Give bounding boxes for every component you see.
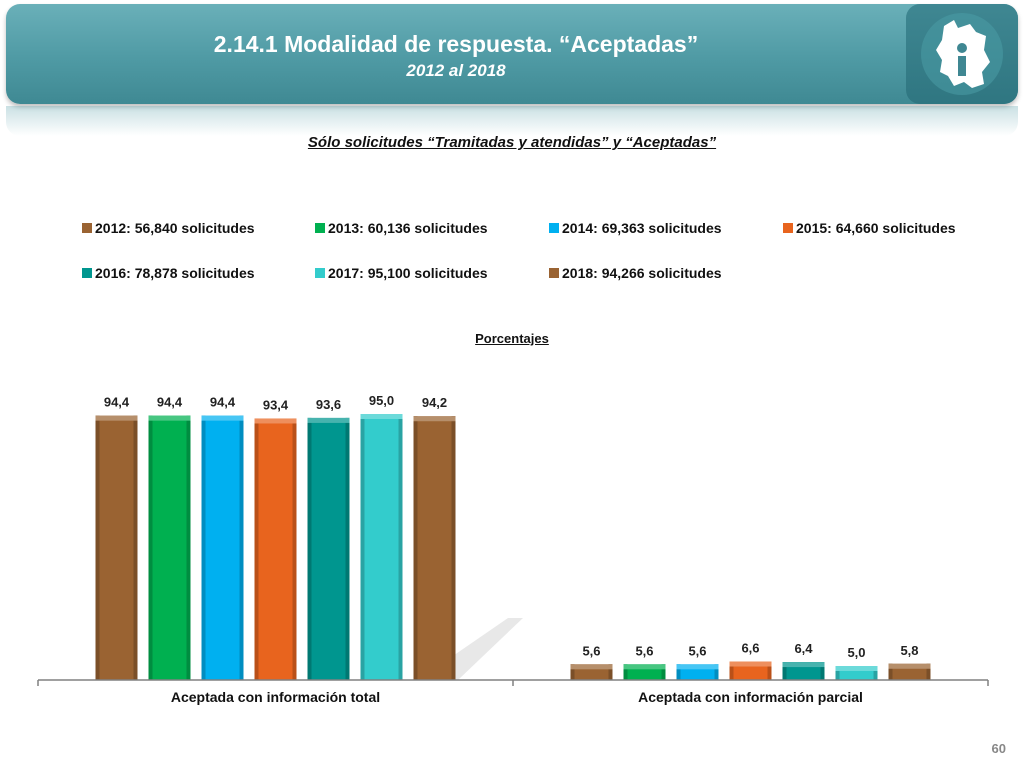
legend-item: 2012: 56,840 solicitudes [82,220,255,238]
bar-top [95,415,138,421]
legend-label: 2018: 94,266 solicitudes [562,265,722,281]
bar-edge-left [95,415,100,680]
bar-top [729,661,772,667]
bar-edge-left [835,666,840,680]
data-label: 5,6 [688,643,706,658]
data-label: 94,4 [210,395,236,410]
bar [95,415,138,680]
header-reflection [6,106,1018,136]
bar-top [201,415,244,421]
bar-edge-left [254,418,259,680]
legend-item: 2017: 95,100 solicitudes [315,265,488,283]
page-title: 2.14.1 Modalidad de respuesta. “Aceptada… [213,31,699,57]
legend-label: 2017: 95,100 solicitudes [328,265,488,281]
legend-item: 2014: 69,363 solicitudes [549,220,722,238]
bar-top [835,666,878,671]
bar-edge-right [767,661,772,680]
legend-swatch [549,223,559,234]
data-label: 94,4 [104,395,130,410]
bar [148,415,191,680]
bar-top [360,414,403,419]
bar-edge-right [398,414,403,680]
bar-edge-left [148,415,153,680]
bar-edge-right [608,664,613,680]
header-banner [6,4,1018,104]
bar-edge-left [201,415,206,680]
bar-top [413,416,456,422]
bar [307,417,350,680]
page-subtitle: 2012 al 2018 [406,61,506,80]
data-label: 5,0 [847,645,865,660]
bar [201,415,244,680]
bar-edge-right [186,415,191,680]
bar-top [570,664,613,670]
section-title: Sólo solicitudes “Tramitadas y atendidas… [307,134,717,151]
chart-title: Porcentajes [475,331,549,346]
bar-edge-right [661,664,666,680]
bar-top [676,664,719,670]
bar-edge-left [307,417,312,680]
logo [906,4,1018,104]
page-number: 60 [991,741,1006,756]
bar [413,416,456,680]
legend-item: 2015: 64,660 solicitudes [783,220,956,238]
bar-top [623,664,666,670]
bar-top [254,418,297,424]
bar-edge-right [239,415,244,680]
legend-swatch [549,268,559,279]
legend-swatch [315,268,325,279]
bar-edge-left [782,662,787,680]
bar-edge-right [345,417,350,680]
legend-label: 2014: 69,363 solicitudes [562,220,722,236]
legend-item: 2013: 60,136 solicitudes [315,220,488,238]
legend-label: 2013: 60,136 solicitudes [328,220,488,236]
bar-edge-left [623,664,628,680]
bar-edge-left [888,663,893,680]
cdmx-map-info-icon [921,13,1003,95]
legend-swatch [82,223,92,234]
bar-edge-right [926,663,931,680]
bar-edge-right [873,666,878,680]
category-label: Aceptada con información parcial [638,689,863,705]
bar [360,414,403,680]
bar-edge-left [676,664,681,680]
data-label: 6,6 [741,641,759,656]
bar-edge-left [413,416,418,680]
bar-edge-right [820,662,825,680]
data-label: 94,4 [157,395,183,410]
bar-top [888,663,931,669]
data-label: 93,6 [316,397,341,412]
bar-top [148,415,191,421]
bar-edge-right [714,664,719,680]
bar-edge-left [570,664,575,680]
data-label: 6,4 [794,641,813,656]
data-label: 5,6 [582,643,600,658]
bar-edge-right [133,415,138,680]
legend-label: 2016: 78,878 solicitudes [95,265,255,281]
legend-swatch [783,223,793,234]
bar-edge-right [451,416,456,680]
legend-item: 2016: 78,878 solicitudes [82,265,255,283]
data-label: 94,2 [422,395,447,410]
legend-item: 2018: 94,266 solicitudes [549,265,722,283]
bar [254,418,297,680]
legend-swatch [315,223,325,234]
data-label: 5,6 [635,643,653,658]
data-label: 95,0 [369,393,394,408]
legend-label: 2012: 56,840 solicitudes [95,220,255,236]
category-label: Aceptada con información total [171,689,380,705]
legend-label: 2015: 64,660 solicitudes [796,220,956,236]
data-label: 5,8 [900,643,918,658]
legend-swatch [82,268,92,279]
bar-top [307,417,350,423]
bar-top [782,662,825,668]
data-label: 93,4 [263,397,289,412]
bar-edge-right [292,418,297,680]
bar-edge-left [729,661,734,680]
bar-edge-left [360,414,365,680]
